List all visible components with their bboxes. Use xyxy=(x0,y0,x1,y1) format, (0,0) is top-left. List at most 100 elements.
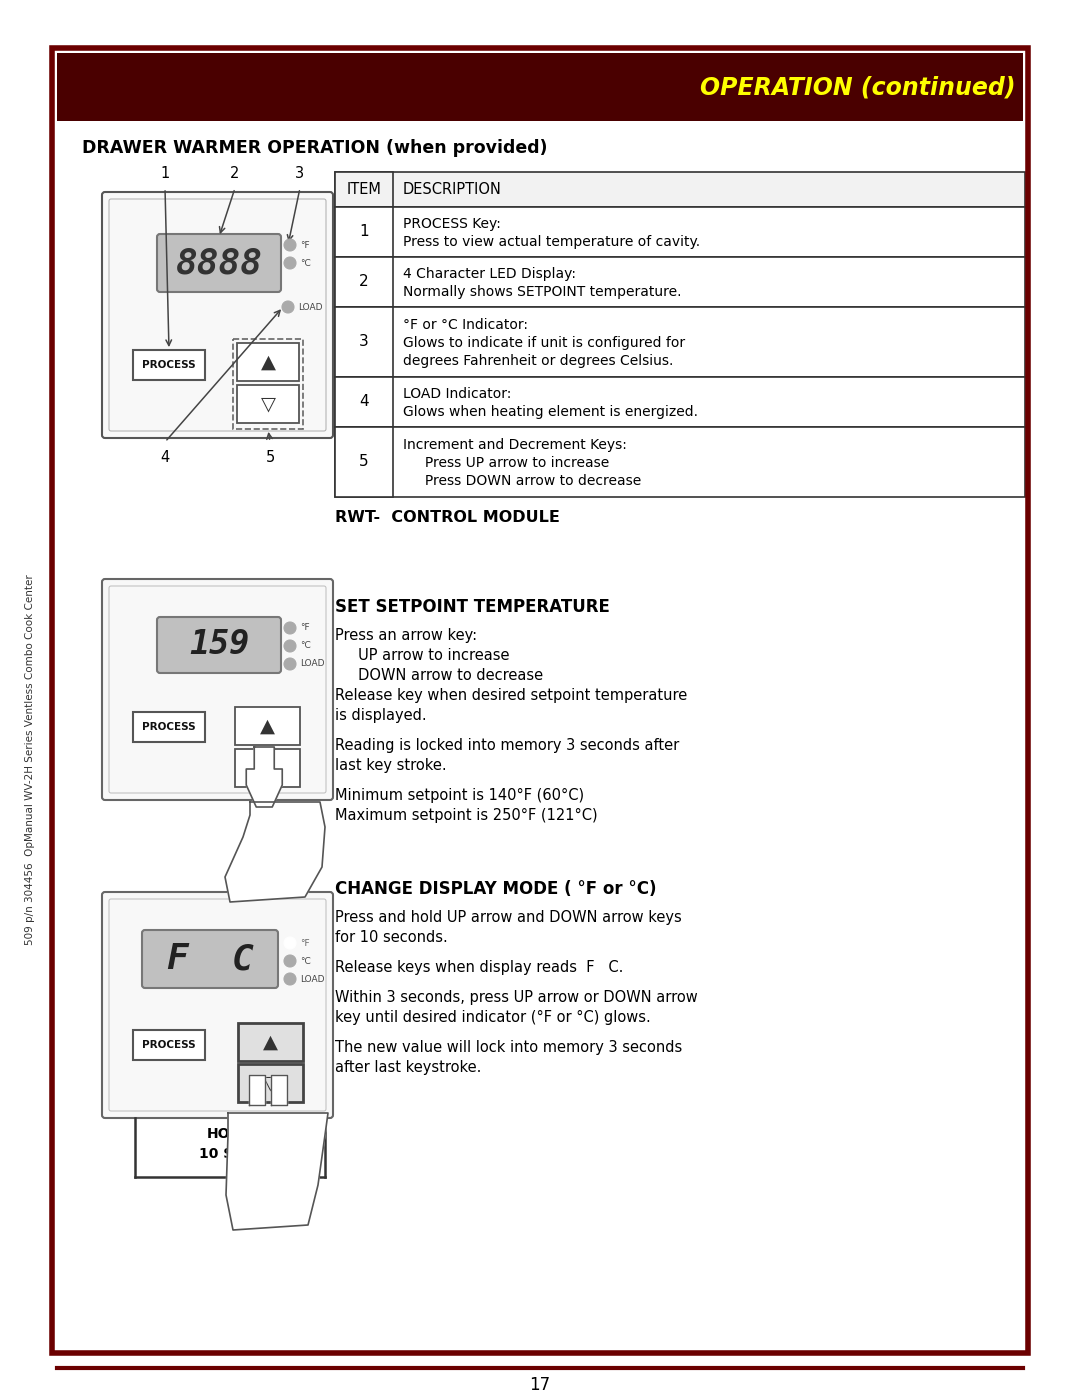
Text: 17: 17 xyxy=(529,1376,551,1394)
Text: DESCRIPTION: DESCRIPTION xyxy=(403,182,502,197)
Circle shape xyxy=(284,622,296,634)
Bar xyxy=(335,207,1025,257)
Text: Press an arrow key:: Press an arrow key: xyxy=(335,629,477,643)
Text: Within 3 seconds, press UP arrow or DOWN arrow: Within 3 seconds, press UP arrow or DOWN… xyxy=(335,990,698,1004)
Text: DOWN arrow to decrease: DOWN arrow to decrease xyxy=(335,668,543,683)
Text: 5: 5 xyxy=(266,450,274,464)
Text: DRAWER WARMER OPERATION (when provided): DRAWER WARMER OPERATION (when provided) xyxy=(82,138,548,156)
FancyBboxPatch shape xyxy=(157,235,281,292)
Circle shape xyxy=(284,640,296,652)
Text: 159: 159 xyxy=(189,629,249,662)
Text: Press DOWN arrow to decrease: Press DOWN arrow to decrease xyxy=(403,474,642,488)
Text: °F: °F xyxy=(300,623,310,633)
Text: for 10 seconds.: for 10 seconds. xyxy=(335,930,448,944)
FancyBboxPatch shape xyxy=(157,617,281,673)
Circle shape xyxy=(284,257,296,270)
Text: PROCESS Key:: PROCESS Key: xyxy=(403,217,501,231)
Text: Press to view actual temperature of cavity.: Press to view actual temperature of cavi… xyxy=(403,235,700,249)
Text: Release keys when display reads  F   C.: Release keys when display reads F C. xyxy=(335,960,623,975)
Text: 8888: 8888 xyxy=(175,246,262,279)
Circle shape xyxy=(284,972,296,985)
Text: 1: 1 xyxy=(360,225,368,239)
FancyBboxPatch shape xyxy=(102,191,333,439)
Text: Press and hold UP arrow and DOWN arrow keys: Press and hold UP arrow and DOWN arrow k… xyxy=(335,909,681,925)
Bar xyxy=(335,307,393,377)
Bar xyxy=(133,1030,205,1060)
Circle shape xyxy=(282,300,294,313)
Text: 10 SEC.: 10 SEC. xyxy=(199,1147,258,1161)
Bar xyxy=(335,377,1025,427)
Bar xyxy=(335,307,1025,377)
Text: Minimum setpoint is 140°F (60°C): Minimum setpoint is 140°F (60°C) xyxy=(335,788,584,803)
Bar xyxy=(235,749,300,787)
Text: °C: °C xyxy=(300,258,311,267)
Text: 4: 4 xyxy=(160,450,170,464)
Bar xyxy=(237,386,299,423)
Text: ITEM: ITEM xyxy=(347,182,381,197)
Text: °F or °C Indicator:: °F or °C Indicator: xyxy=(403,319,528,332)
Text: PROCESS: PROCESS xyxy=(143,722,195,732)
Text: degrees Fahrenheit or degrees Celsius.: degrees Fahrenheit or degrees Celsius. xyxy=(403,353,673,367)
Bar xyxy=(335,207,393,257)
Circle shape xyxy=(285,158,315,189)
Circle shape xyxy=(284,956,296,967)
Bar xyxy=(335,172,393,207)
Polygon shape xyxy=(248,1076,265,1105)
Text: 3: 3 xyxy=(296,165,305,180)
Bar xyxy=(238,1023,303,1060)
Bar xyxy=(57,53,1023,122)
Text: 509 p/n 304456  OpManual WV-2H Series Ventless Combo Cook Center: 509 p/n 304456 OpManual WV-2H Series Ven… xyxy=(25,574,35,946)
Text: Maximum setpoint is 250°F (121°C): Maximum setpoint is 250°F (121°C) xyxy=(335,807,597,823)
Text: 2: 2 xyxy=(230,165,240,180)
Bar xyxy=(233,339,303,429)
Text: PROCESS: PROCESS xyxy=(143,1039,195,1051)
Bar xyxy=(133,712,205,742)
Text: after last keystroke.: after last keystroke. xyxy=(335,1060,482,1076)
Text: °F: °F xyxy=(300,240,310,250)
Polygon shape xyxy=(226,1113,328,1229)
Text: ▽: ▽ xyxy=(260,394,275,414)
Text: RWT-  CONTROL MODULE: RWT- CONTROL MODULE xyxy=(335,510,559,524)
Text: ▲: ▲ xyxy=(260,352,275,372)
FancyBboxPatch shape xyxy=(102,893,333,1118)
FancyBboxPatch shape xyxy=(102,578,333,800)
Text: LOAD Indicator:: LOAD Indicator: xyxy=(403,387,511,401)
Circle shape xyxy=(284,239,296,251)
FancyBboxPatch shape xyxy=(141,930,278,988)
Circle shape xyxy=(220,158,249,189)
Text: °F: °F xyxy=(300,939,310,947)
Polygon shape xyxy=(246,747,282,807)
Bar xyxy=(335,427,1025,497)
Text: 1: 1 xyxy=(160,165,170,180)
Text: SET SETPOINT TEMPERATURE: SET SETPOINT TEMPERATURE xyxy=(335,598,610,616)
Bar xyxy=(237,344,299,381)
Text: °C: °C xyxy=(300,957,311,965)
Bar xyxy=(335,377,393,427)
Text: 5: 5 xyxy=(360,454,368,469)
Polygon shape xyxy=(225,802,325,902)
Circle shape xyxy=(255,441,285,472)
Text: LOAD: LOAD xyxy=(300,659,324,669)
Bar xyxy=(133,351,205,380)
Bar xyxy=(238,1065,303,1102)
Polygon shape xyxy=(270,1076,286,1105)
Bar xyxy=(335,257,393,307)
Text: 4 Character LED Display:: 4 Character LED Display: xyxy=(403,267,576,281)
Bar xyxy=(235,707,300,745)
Text: Release key when desired setpoint temperature: Release key when desired setpoint temper… xyxy=(335,687,687,703)
Text: °C: °C xyxy=(300,641,311,651)
Text: is displayed.: is displayed. xyxy=(335,708,427,724)
Text: OPERATION (continued): OPERATION (continued) xyxy=(700,75,1015,99)
Text: last key stroke.: last key stroke. xyxy=(335,759,447,773)
Text: PROCESS: PROCESS xyxy=(143,360,195,370)
Text: key until desired indicator (°F or °C) glows.: key until desired indicator (°F or °C) g… xyxy=(335,1010,651,1025)
Text: 2: 2 xyxy=(360,274,368,289)
Text: 4: 4 xyxy=(360,394,368,409)
Text: CHANGE DISPLAY MODE ( °F or °C): CHANGE DISPLAY MODE ( °F or °C) xyxy=(335,880,657,898)
Bar xyxy=(335,427,393,497)
Text: LOAD: LOAD xyxy=(300,975,324,983)
Text: 3: 3 xyxy=(360,334,369,349)
Text: ▽: ▽ xyxy=(264,1073,278,1092)
Text: ▲: ▲ xyxy=(260,717,275,735)
Bar xyxy=(335,172,1025,207)
